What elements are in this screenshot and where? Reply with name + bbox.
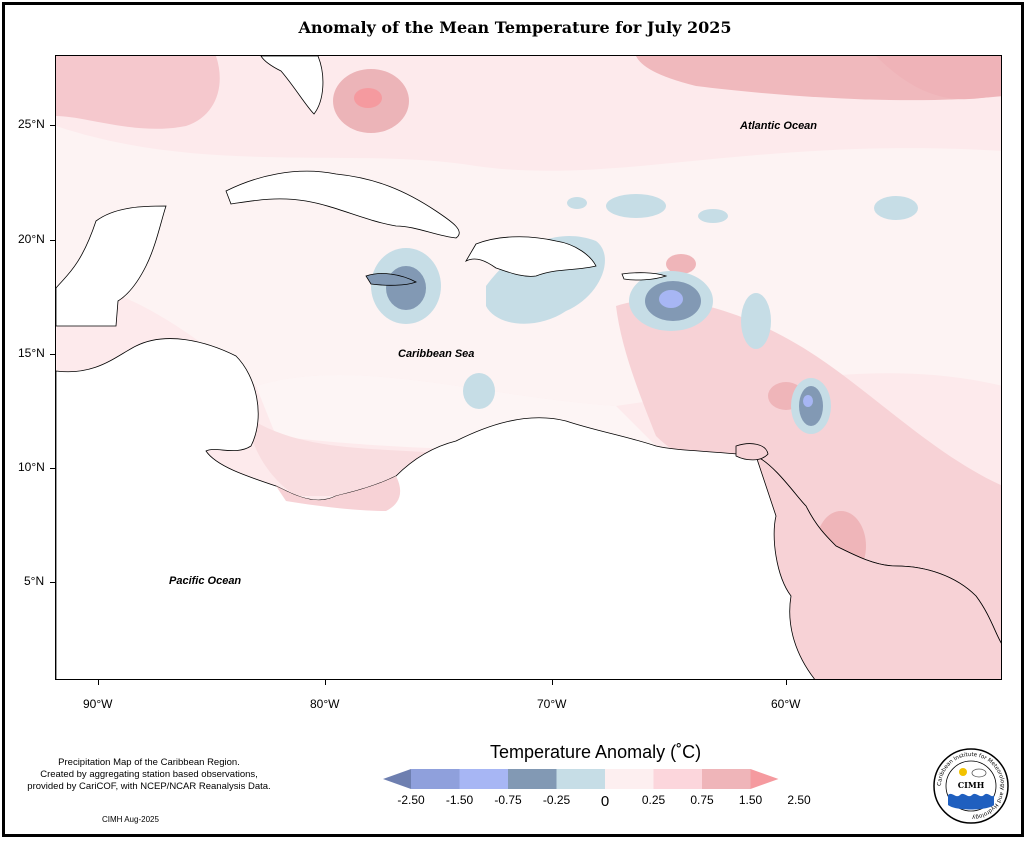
warm-area-northwest xyxy=(56,56,220,129)
cool-mid-barbados xyxy=(799,386,823,426)
legend-swatch xyxy=(383,769,411,789)
sun-icon xyxy=(959,768,967,776)
map-title: Anomaly of the Mean Temperature for July… xyxy=(298,18,732,37)
legend-swatch xyxy=(459,769,508,789)
anomaly-map xyxy=(56,56,1001,679)
legend-label: -0.25 xyxy=(542,793,571,807)
lat-tick xyxy=(50,582,55,583)
legend-label: -0.75 xyxy=(494,793,522,807)
lat-tick xyxy=(50,240,55,241)
lat-tick-label: 10°N xyxy=(18,460,45,474)
label-pacific-ocean: Pacific Ocean xyxy=(169,575,242,587)
land-guianas xyxy=(755,455,1001,679)
legend-title: Temperature Anomaly (˚C) xyxy=(490,742,702,762)
cool-area-atlantic-4 xyxy=(567,197,587,209)
cool-area-atlantic-2 xyxy=(698,209,728,223)
cool-area-atlantic-1 xyxy=(606,194,666,218)
legend-label: -1.50 xyxy=(445,793,474,807)
legend-swatch xyxy=(653,769,702,789)
logo-name: CIMH xyxy=(958,780,985,790)
source-note-line: provided by CariCOF, with NCEP/NCAR Rean… xyxy=(27,781,271,792)
legend-swatch xyxy=(702,769,751,789)
legend-label: -2.50 xyxy=(397,793,425,807)
legend-label: 1.50 xyxy=(738,793,763,807)
cool-core-jamaica xyxy=(386,266,426,310)
land-colombia-coast xyxy=(276,476,401,511)
source-note-line: Precipitation Map of the Caribbean Regio… xyxy=(58,757,240,768)
land-cuba xyxy=(225,170,460,239)
cool-core-barbados xyxy=(803,395,813,407)
cimh-logo: Caribbean Institute for Meteorology and … xyxy=(933,748,1009,824)
warm-spot-bahamas-core xyxy=(354,88,382,108)
lat-tick-label: 5°N xyxy=(24,574,45,588)
legend-label: 0 xyxy=(600,793,610,810)
water-icon xyxy=(948,793,994,810)
lat-tick xyxy=(50,125,55,126)
land-florida xyxy=(260,56,324,115)
cool-area-south-caribbean xyxy=(463,373,495,409)
cool-core-east-caribbean xyxy=(659,290,683,308)
lon-tick-label: 70°W xyxy=(537,697,567,711)
label-caribbean-sea: Caribbean Sea xyxy=(398,348,475,360)
lon-tick xyxy=(98,680,99,685)
source-note: Precipitation Map of the Caribbean Regio… xyxy=(4,757,294,793)
source-note-line: Created by aggregating station based obs… xyxy=(40,769,258,780)
warm-area-far-northeast xyxy=(876,56,1001,100)
cool-area-atlantic-3 xyxy=(874,196,918,220)
legend-swatch xyxy=(605,769,654,789)
lon-tick xyxy=(786,680,787,685)
land-puerto-rico xyxy=(621,272,668,281)
cool-area-leeward xyxy=(741,293,771,349)
legend-labels: -2.50 -1.50 -0.75 -0.25 0 0.25 0.75 1.50 2.50 xyxy=(0,793,1030,813)
legend-swatch xyxy=(750,769,779,789)
credit-text: CIMH Aug-2025 xyxy=(102,815,159,824)
lon-tick-label: 60°W xyxy=(771,697,801,711)
land-yucatan xyxy=(56,205,167,327)
legend-label: 0.25 xyxy=(641,793,666,807)
lat-tick xyxy=(50,354,55,355)
legend-swatch xyxy=(556,769,605,789)
legend-colorbar xyxy=(383,769,779,789)
lon-tick xyxy=(552,680,553,685)
label-atlantic-ocean: Atlantic Ocean xyxy=(740,120,818,132)
cloud-icon xyxy=(971,768,987,778)
lat-tick-label: 15°N xyxy=(18,346,45,360)
lon-tick-label: 80°W xyxy=(310,697,340,711)
lat-tick-label: 25°N xyxy=(18,117,45,131)
lat-tick-label: 20°N xyxy=(18,232,45,246)
legend-label: 2.50 xyxy=(787,793,811,807)
legend-swatch xyxy=(508,769,557,789)
lon-tick-label: 90°W xyxy=(83,697,113,711)
warm-spot-puerto-rico xyxy=(666,254,696,274)
land-trinidad xyxy=(735,443,769,461)
legend-swatch xyxy=(411,769,460,789)
lon-tick xyxy=(325,680,326,685)
lat-tick xyxy=(50,468,55,469)
land-jamaica xyxy=(365,273,417,286)
map-panel: Atlantic Ocean Caribbean Sea Pacific Oce… xyxy=(55,55,1002,680)
land-hispaniola xyxy=(464,236,597,277)
legend-label: 0.75 xyxy=(690,793,714,807)
